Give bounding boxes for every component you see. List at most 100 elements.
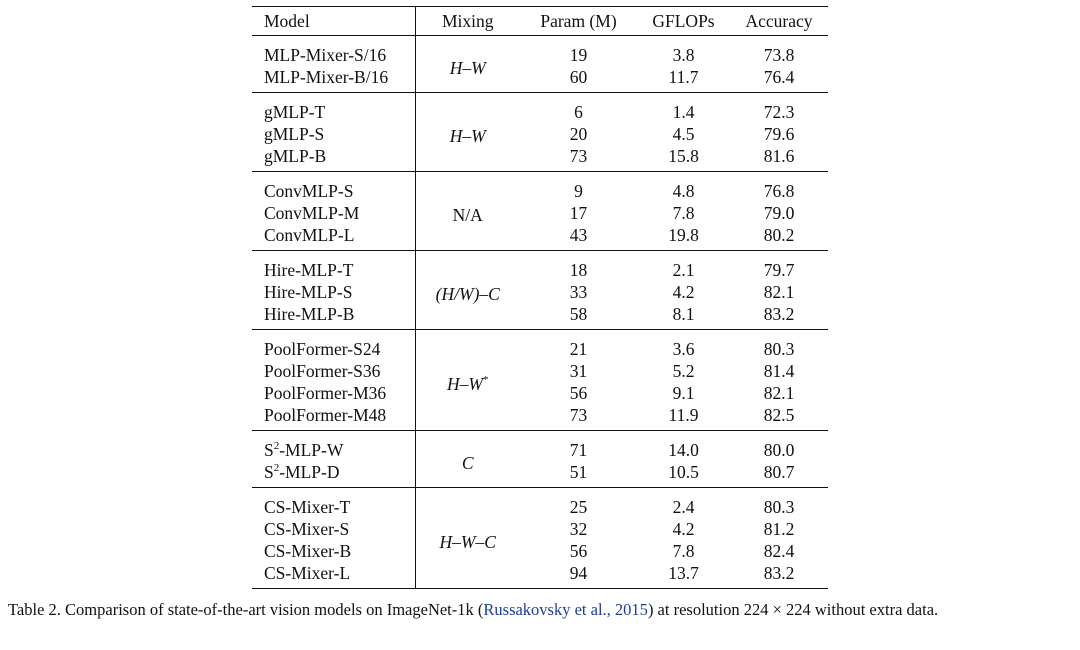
cell-params: 33 bbox=[569, 282, 588, 302]
mixing-value: H–W bbox=[449, 126, 486, 146]
cell-gflops: 3.6 bbox=[672, 339, 695, 359]
cell-accuracy: 79.7 bbox=[763, 260, 795, 280]
cell-model: PoolFormer-M48 bbox=[264, 405, 387, 425]
cell-accuracy: 76.8 bbox=[763, 181, 795, 201]
model-group: MLP-Mixer-S/16 H–W 19 3.8 73.8 MLP-Mixer-B/16… bbox=[252, 35, 828, 93]
cell-params: 19 bbox=[569, 45, 588, 65]
cell-gflops: 11.7 bbox=[668, 67, 699, 87]
cell-accuracy: 82.4 bbox=[763, 541, 795, 561]
table-row: PoolFormer-S24 H–W* 21 3.6 80.3 bbox=[252, 329, 828, 431]
cell-gflops: 4.8 bbox=[672, 181, 695, 201]
cell-mixing: H–W bbox=[414, 35, 520, 93]
cell-gflops: 15.8 bbox=[668, 146, 699, 166]
cell-mixing: N/A bbox=[414, 171, 520, 251]
cell-gflops: 4.2 bbox=[672, 519, 695, 539]
table-row: MLP-Mixer-B/16 60 11.7 76.4 bbox=[252, 66, 828, 93]
cell-accuracy: 79.0 bbox=[763, 203, 795, 223]
cell-gflops: 2.4 bbox=[672, 497, 695, 517]
caption-suffix: ) at resolution 224 × 224 without extra … bbox=[647, 600, 939, 619]
cell-gflops: 3.8 bbox=[672, 45, 695, 65]
model-group: PoolFormer-S24 H–W* 21 3.6 80.3 PoolFormer-S3… bbox=[252, 329, 828, 431]
header-params: Param (M) bbox=[540, 10, 617, 31]
model-name-superscript: 2 bbox=[273, 440, 280, 453]
cell-params: 17 bbox=[569, 203, 588, 223]
cell-model: MLP-Mixer-B/16 bbox=[264, 67, 389, 87]
cell-params: 73 bbox=[569, 146, 588, 166]
cell-params: 94 bbox=[569, 563, 588, 583]
cell-model: gMLP-T bbox=[264, 102, 326, 122]
mixing-value: H–W–C bbox=[439, 532, 496, 552]
header-accuracy: Accuracy bbox=[745, 10, 813, 31]
model-name-suffix: -MLP-D bbox=[279, 462, 340, 482]
results-table: Model Mixing Param (M) GFLOPs Accuracy M… bbox=[252, 6, 828, 589]
cell-params: 21 bbox=[569, 339, 588, 359]
cell-model: S2-MLP-W bbox=[252, 431, 415, 462]
table-row: CS-Mixer-T H–W–C 25 2.4 80.3 bbox=[252, 487, 828, 589]
citation-link[interactable]: Russakovsky et al., 2015 bbox=[483, 600, 648, 619]
table-row: S2-MLP-W C 71 14.0 80.0 bbox=[252, 430, 828, 488]
model-group: gMLP-T H–W 6 1.4 72.3 gMLP-S 20 4.5 79.6 gMLP-B 73… bbox=[252, 92, 828, 172]
cell-accuracy: 80.2 bbox=[763, 225, 795, 245]
cell-model: ConvMLP-M bbox=[264, 203, 360, 223]
cell-model: MLP-Mixer-S/16 bbox=[264, 45, 387, 65]
caption-prefix: Table 2. Comparison of state-of-the-art … bbox=[8, 600, 484, 619]
model-name-prefix: S bbox=[264, 440, 274, 460]
table-row: Hire-MLP-B 58 8.1 83.2 bbox=[252, 303, 828, 330]
cell-gflops: 14.0 bbox=[668, 440, 699, 460]
mixing-value: (H/W)–C bbox=[435, 284, 500, 304]
cell-params: 25 bbox=[569, 497, 588, 517]
model-name-prefix: S bbox=[264, 462, 274, 482]
cell-gflops: 13.7 bbox=[668, 563, 699, 583]
cell-gflops: 1.4 bbox=[672, 102, 695, 122]
cell-accuracy: 72.3 bbox=[763, 102, 795, 122]
cell-gflops: 7.8 bbox=[672, 541, 695, 561]
table-row: PoolFormer-M48 73 11.9 82.5 bbox=[252, 404, 828, 431]
cell-accuracy: 82.1 bbox=[763, 383, 795, 403]
cell-params: 6 bbox=[574, 102, 583, 122]
table-row: Hire-MLP-S 33 4.2 82.1 bbox=[252, 281, 828, 303]
cell-params: 43 bbox=[569, 225, 588, 245]
header-mixing: Mixing bbox=[414, 6, 520, 36]
cell-accuracy: 81.4 bbox=[763, 361, 795, 381]
cell-gflops: 5.2 bbox=[672, 361, 695, 381]
table-row: gMLP-T H–W 6 1.4 72.3 bbox=[252, 92, 828, 172]
model-name-suffix: -MLP-W bbox=[279, 440, 344, 460]
table-row: ConvMLP-S N/A 9 4.8 76.8 bbox=[252, 171, 828, 251]
table-row: CS-Mixer-L 94 13.7 83.2 bbox=[252, 562, 828, 589]
cell-model: PoolFormer-S24 bbox=[264, 339, 381, 359]
cell-gflops: 4.5 bbox=[672, 124, 695, 144]
table-row: Hire-MLP-T (H/W)–C 18 2.1 79.7 bbox=[252, 250, 828, 330]
cell-gflops: 10.5 bbox=[668, 462, 699, 482]
cell-params: 56 bbox=[569, 541, 588, 561]
model-group: S2-MLP-W C 71 14.0 80.0 S2-MLP-D 51 10.5 80.7 bbox=[252, 430, 828, 488]
model-name-superscript: 2 bbox=[273, 462, 280, 475]
cell-accuracy: 73.8 bbox=[763, 45, 795, 65]
cell-params: 32 bbox=[569, 519, 588, 539]
cell-mixing: H–W–C bbox=[414, 487, 520, 589]
cell-accuracy: 76.4 bbox=[763, 67, 795, 87]
cell-gflops: 9.1 bbox=[672, 383, 695, 403]
cell-accuracy: 82.1 bbox=[763, 282, 795, 302]
cell-gflops: 19.8 bbox=[668, 225, 699, 245]
cell-model: CS-Mixer-S bbox=[264, 519, 350, 539]
cell-model: S2-MLP-D bbox=[252, 461, 415, 488]
table-row: S2-MLP-D 51 10.5 80.7 bbox=[252, 461, 828, 488]
cell-params: 60 bbox=[569, 67, 588, 87]
cell-accuracy: 83.2 bbox=[763, 304, 795, 324]
cell-model: ConvMLP-S bbox=[264, 181, 354, 201]
cell-accuracy: 82.5 bbox=[763, 405, 795, 425]
cell-mixing: H–W bbox=[414, 92, 520, 172]
table-row: gMLP-B 73 15.8 81.6 bbox=[252, 145, 828, 172]
cell-model: Hire-MLP-B bbox=[264, 304, 355, 324]
table-row: ConvMLP-L 43 19.8 80.2 bbox=[252, 224, 828, 251]
results-table-container: Model Mixing Param (M) GFLOPs Accuracy M… bbox=[252, 6, 828, 589]
cell-params: 9 bbox=[574, 181, 583, 201]
cell-accuracy: 81.6 bbox=[763, 146, 795, 166]
cell-gflops: 2.1 bbox=[672, 260, 695, 280]
cell-gflops: 7.8 bbox=[672, 203, 695, 223]
cell-mixing: H–W* bbox=[414, 329, 520, 431]
cell-accuracy: 81.2 bbox=[763, 519, 795, 539]
cell-params: 71 bbox=[569, 440, 588, 460]
table-row: PoolFormer-S36 31 5.2 81.4 bbox=[252, 360, 828, 382]
